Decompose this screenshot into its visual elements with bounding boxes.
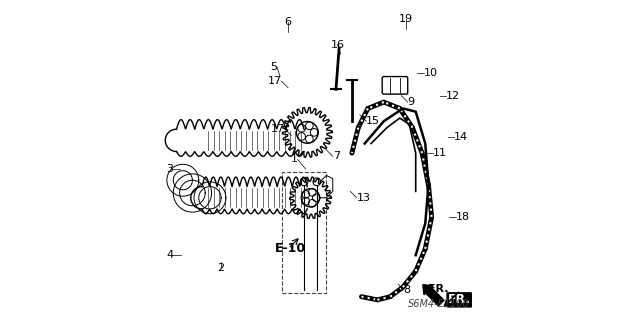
Text: 16: 16 — [330, 40, 344, 50]
Text: 12: 12 — [446, 91, 460, 101]
Text: 1: 1 — [291, 154, 298, 165]
Text: E-10: E-10 — [275, 242, 307, 255]
Text: 5: 5 — [270, 62, 277, 72]
Text: 17: 17 — [271, 124, 285, 134]
Text: 19: 19 — [399, 14, 413, 24]
FancyArrow shape — [423, 285, 444, 306]
Text: 6: 6 — [285, 17, 292, 27]
Text: 8: 8 — [403, 285, 410, 295]
Text: 15: 15 — [366, 116, 380, 126]
Text: FR.: FR. — [428, 284, 448, 294]
Bar — [282, 172, 326, 293]
FancyBboxPatch shape — [382, 77, 408, 94]
Text: 10: 10 — [424, 68, 438, 78]
Text: 13: 13 — [356, 193, 371, 203]
Text: 18: 18 — [456, 212, 470, 222]
Text: 7: 7 — [333, 151, 340, 161]
Text: 2: 2 — [218, 263, 225, 273]
Text: 3: 3 — [166, 164, 173, 174]
Text: 17: 17 — [268, 76, 282, 86]
Text: 14: 14 — [454, 132, 468, 142]
Text: 11: 11 — [433, 148, 447, 158]
Text: 9: 9 — [408, 97, 415, 107]
Text: FR.: FR. — [447, 293, 471, 306]
Text: 4: 4 — [166, 250, 173, 260]
Text: S6M4-E1100: S6M4-E1100 — [408, 300, 470, 309]
